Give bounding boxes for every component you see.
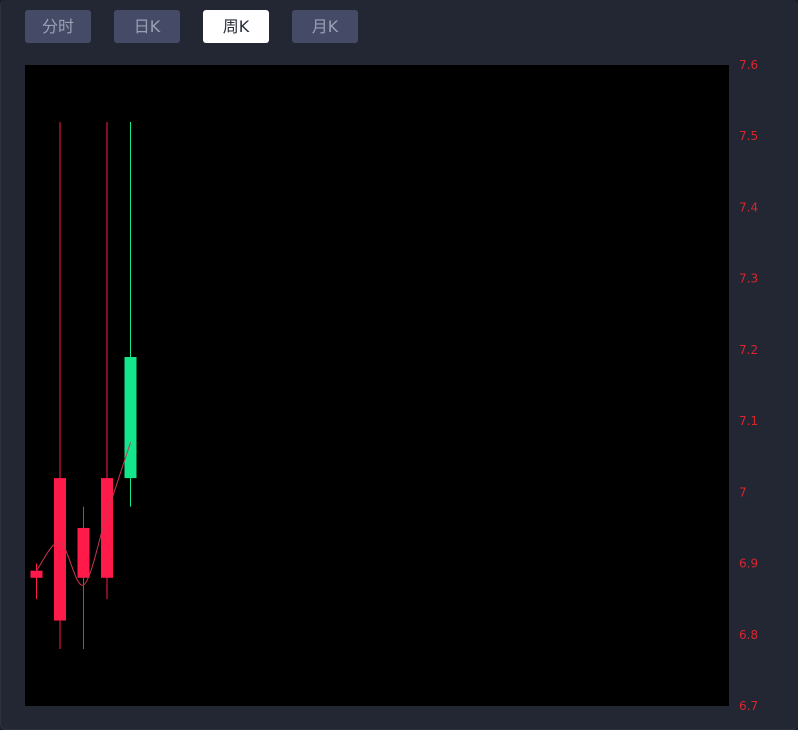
y-tick-label: 7.3 (739, 272, 758, 286)
y-tick-label: 7.5 (739, 129, 758, 143)
y-tick-label: 7.1 (739, 414, 758, 428)
candle-body (30, 570, 43, 578)
candle-body (77, 527, 90, 578)
y-tick-label: 7.2 (739, 343, 758, 357)
candle-body (54, 478, 66, 621)
y-tick-label: 7.4 (739, 200, 758, 214)
tab-monthly-k[interactable]: 月K (292, 10, 358, 43)
y-tick-label: 7 (739, 485, 747, 499)
plot-area (25, 65, 729, 706)
y-tick-label: 6.9 (739, 557, 758, 571)
y-tick-label: 6.7 (739, 699, 758, 713)
y-tick-label: 6.8 (739, 628, 758, 642)
moving-average-line (36, 442, 131, 586)
candle (30, 563, 43, 600)
tab-minute[interactable]: 分时 (25, 10, 91, 43)
tab-weekly-k[interactable]: 周K (203, 10, 269, 43)
tab-daily-k[interactable]: 日K (114, 10, 180, 43)
candle (54, 121, 66, 650)
candle-body (124, 357, 137, 479)
y-axis-labels: 7.6 7.5 7.4 7.3 7.2 7.1 7 6.9 6.8 6.7 (739, 58, 758, 713)
y-tick-label: 7.6 (739, 58, 758, 72)
candle (77, 506, 90, 650)
